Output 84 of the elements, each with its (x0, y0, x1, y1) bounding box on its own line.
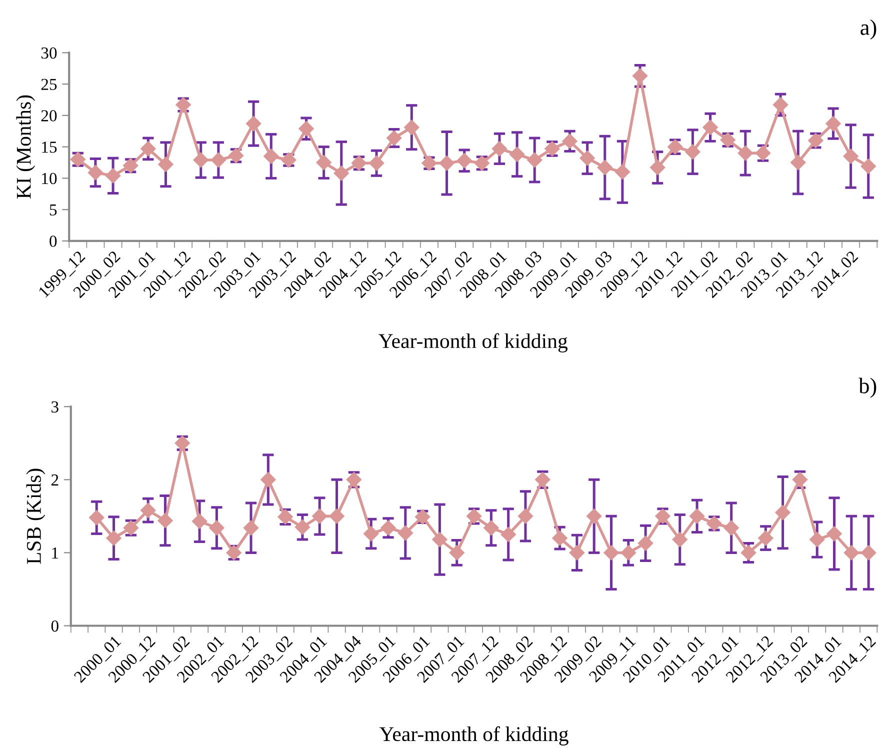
point (432, 532, 448, 548)
point (106, 530, 122, 546)
point (449, 545, 464, 560)
point (500, 526, 516, 542)
y-tick-label: 10 (42, 172, 57, 184)
point (844, 545, 859, 560)
point (316, 154, 332, 170)
y-axis-title: KI (Months) (16, 95, 36, 199)
point (246, 116, 262, 132)
text: a) (860, 19, 876, 40)
point (158, 512, 173, 528)
point (456, 153, 472, 168)
y-axis-title: LSB (Kids) (26, 468, 46, 564)
point (702, 120, 718, 135)
point (580, 150, 595, 166)
y-tick-label: 30 (41, 47, 57, 59)
point (826, 116, 841, 132)
x-axis-title: Year-month of kidding (379, 726, 568, 746)
point (364, 526, 379, 542)
point (724, 520, 739, 536)
point (810, 532, 825, 548)
point (334, 166, 349, 181)
point (404, 120, 420, 135)
point (632, 68, 648, 84)
point (140, 141, 156, 156)
point (439, 156, 454, 171)
point (689, 508, 705, 524)
point (826, 526, 842, 542)
point (294, 520, 310, 535)
point (790, 154, 806, 170)
point (614, 164, 630, 180)
point (843, 148, 858, 164)
x-axis-title: Year-month of kidding (378, 333, 568, 352)
point (672, 532, 688, 548)
y-tick-label: 20 (41, 110, 57, 122)
point (192, 514, 208, 529)
point (158, 156, 174, 172)
point (650, 160, 666, 176)
point (89, 510, 104, 526)
y-tick-label: 15 (42, 142, 57, 153)
point (620, 545, 636, 560)
point (772, 97, 788, 112)
point (329, 508, 344, 524)
text: b) (858, 378, 876, 398)
y-tick-label: 1 (52, 547, 58, 558)
point (562, 134, 578, 149)
point (484, 520, 499, 536)
point (298, 121, 314, 136)
point (312, 508, 328, 524)
point (210, 152, 226, 168)
y-tick-label: 0 (50, 236, 57, 247)
point (209, 520, 224, 536)
point (398, 525, 413, 541)
point (509, 146, 525, 162)
point (740, 545, 756, 560)
point (586, 508, 602, 524)
y-tick-label: 5 (50, 204, 57, 216)
point (105, 168, 121, 184)
point (243, 520, 259, 536)
y-tick-label: 0 (51, 620, 58, 632)
point (140, 502, 156, 518)
point (860, 545, 876, 560)
y-tick-label: 3 (52, 401, 58, 413)
y-tick-label: 2 (51, 474, 58, 486)
point (264, 148, 279, 164)
point (518, 508, 534, 524)
point (860, 158, 876, 174)
point (527, 152, 542, 168)
point (380, 520, 396, 536)
point (260, 472, 276, 488)
point (492, 141, 508, 156)
point (552, 530, 568, 546)
y-tick-label: 25 (41, 78, 57, 90)
point (368, 156, 384, 171)
point (758, 530, 774, 546)
point (638, 536, 654, 551)
point (569, 545, 585, 560)
point (685, 144, 700, 160)
point (738, 146, 753, 161)
point (88, 164, 104, 180)
point (193, 152, 208, 168)
point (597, 160, 612, 176)
point (775, 504, 790, 520)
point (604, 545, 619, 560)
